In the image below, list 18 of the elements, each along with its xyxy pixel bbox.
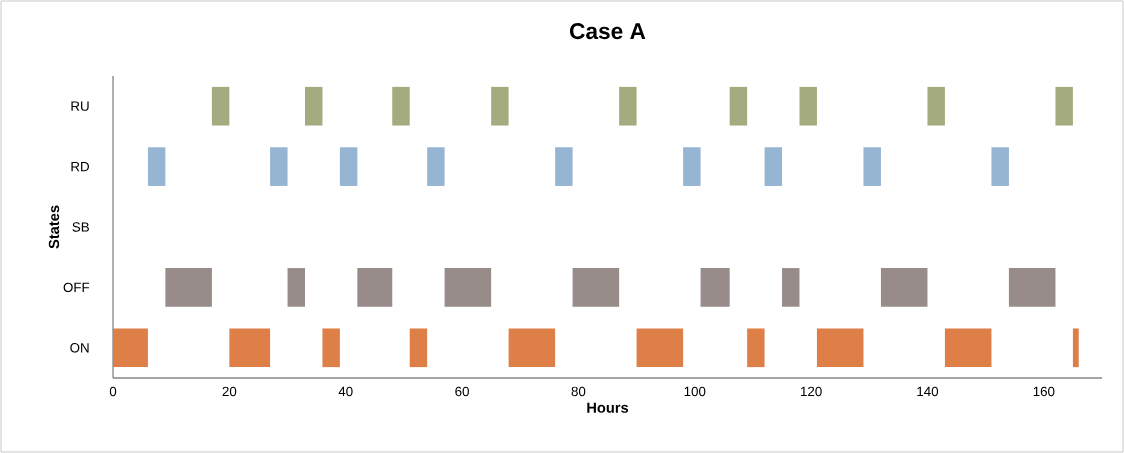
x-tick-label: 60 bbox=[455, 386, 469, 397]
y-tick-label: RU bbox=[71, 101, 89, 111]
y-tick-label: RD bbox=[71, 162, 89, 172]
x-axis-title: Hours bbox=[587, 402, 629, 413]
x-tick-label: 120 bbox=[801, 386, 822, 397]
y-tick-label: OFF bbox=[63, 282, 90, 293]
y-tick-label: SB bbox=[72, 222, 89, 232]
chart-title: Case A bbox=[570, 23, 646, 40]
x-tick-label: 20 bbox=[222, 386, 237, 397]
x-tick-label: 140 bbox=[917, 386, 939, 397]
x-tick-label: 160 bbox=[1033, 386, 1055, 397]
x-tick-label: 0 bbox=[109, 386, 117, 397]
bar bbox=[1072, 328, 1079, 368]
y-tick-label: ON bbox=[70, 343, 89, 353]
x-tick-label: 80 bbox=[571, 386, 586, 397]
y-axis-title: States bbox=[48, 205, 60, 249]
x-tick-label: 40 bbox=[338, 386, 353, 397]
x-tick-label: 100 bbox=[684, 386, 706, 397]
